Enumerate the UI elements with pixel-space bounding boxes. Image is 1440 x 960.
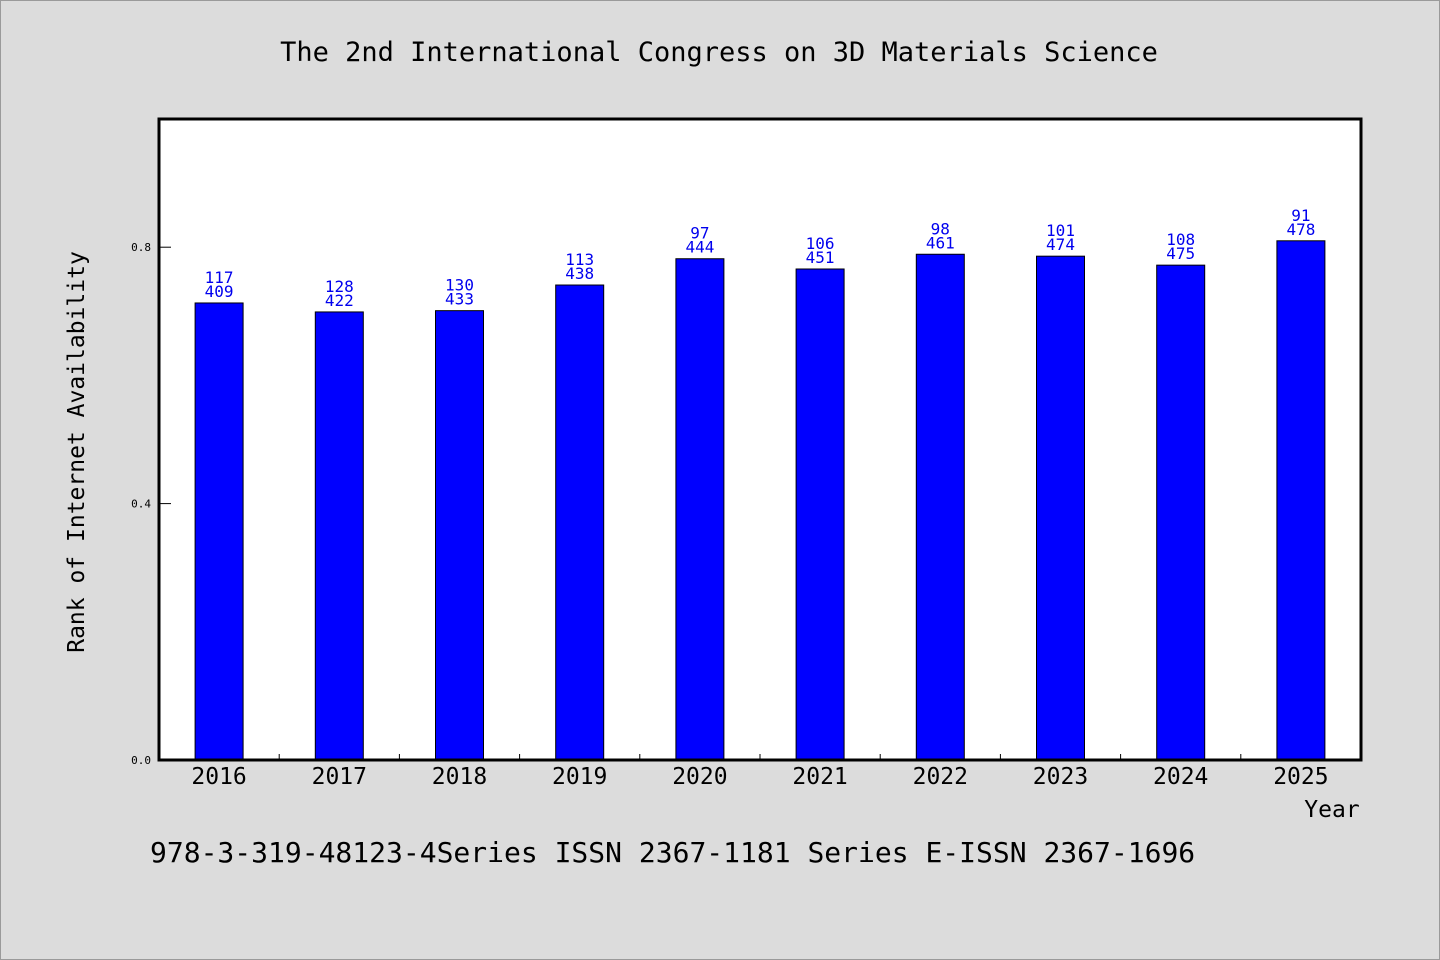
x-tick-label-2016: 2016 — [191, 764, 246, 790]
x-tick-label-2017: 2017 — [312, 764, 367, 790]
data-label-bottom-2016: 409 — [205, 282, 234, 301]
x-axis-label: Year — [1304, 797, 1359, 823]
y-tick-label-0.4: 0.4 — [131, 498, 151, 511]
bar-2020 — [675, 258, 725, 761]
data-label-bottom-2019: 438 — [565, 264, 594, 283]
x-tick-label-2024: 2024 — [1153, 764, 1208, 790]
data-label-top-2020: 97 — [690, 224, 709, 243]
data-label-top-2021: 106 — [806, 234, 835, 253]
x-tick-label-2025: 2025 — [1273, 764, 1328, 790]
y-axis-label: Rank of Internet Availability — [64, 251, 90, 653]
data-label-bottom-2022: 461 — [926, 233, 955, 252]
x-tick-label-2021: 2021 — [792, 764, 847, 790]
data-label-top-2024: 108 — [1166, 230, 1195, 249]
y-axis: 0.0 0.4 0.8 — [131, 241, 171, 767]
y-tick-label-0.8: 0.8 — [131, 241, 151, 254]
bars-group — [194, 240, 1326, 761]
x-tick-label-2020: 2020 — [672, 764, 727, 790]
bar-2017 — [314, 311, 364, 761]
bar-2016 — [194, 302, 244, 761]
bar-2025 — [1276, 240, 1326, 761]
data-label-top-2025: 91 — [1291, 206, 1310, 225]
data-label-bottom-2024: 475 — [1166, 244, 1195, 263]
data-label-bottom-2025: 478 — [1286, 220, 1315, 239]
plot-border — [157, 117, 1363, 762]
data-label-top-2019: 113 — [565, 250, 594, 269]
data-label-bottom-2021: 451 — [806, 248, 835, 267]
x-tick-label-2018: 2018 — [432, 764, 487, 790]
bar-2022 — [915, 253, 965, 761]
data-label-bottom-2020: 444 — [685, 238, 714, 257]
data-label-top-2017: 128 — [325, 277, 354, 296]
data-label-top-2016: 117 — [205, 268, 234, 287]
x-tick-label-2019: 2019 — [552, 764, 607, 790]
bar-2021 — [795, 268, 845, 761]
data-label-top-2023: 101 — [1046, 221, 1075, 240]
x-tick-label-2022: 2022 — [913, 764, 968, 790]
x-axis: 2016 2017 2018 2019 2020 2021 2022 2023 2024 2025 — [191, 754, 1329, 790]
data-label-bottom-2017: 422 — [325, 291, 354, 310]
data-label-top-2018: 130 — [445, 276, 474, 295]
data-label-bottom-2018: 433 — [445, 290, 474, 309]
x-tick-label-2023: 2023 — [1033, 764, 1088, 790]
footer-text: 978-3-319-48123-4Series ISSN 2367-1181 S… — [150, 836, 1195, 869]
data-label-top-2022: 98 — [931, 219, 950, 238]
data-label-bottom-2023: 474 — [1046, 235, 1075, 254]
bar-2018 — [435, 310, 484, 761]
chart-title: The 2nd International Congress on 3D Mat… — [280, 37, 1158, 68]
bar-2024 — [1156, 264, 1206, 761]
bar-2023 — [1036, 255, 1085, 761]
y-tick-label-0.0: 0.0 — [131, 754, 151, 767]
bar-2019 — [555, 284, 605, 761]
